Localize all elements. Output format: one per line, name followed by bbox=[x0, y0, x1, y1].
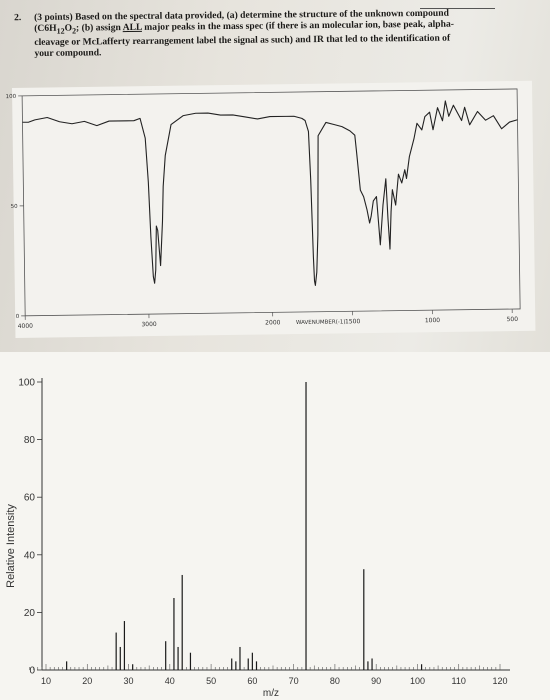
ms-y-tick-label: 20 bbox=[24, 608, 36, 619]
mass-spectrum-panel: 10 20 30 40 50 60 70 80 90 100 110 120 0 20 40 60 80 100 R… bbox=[0, 352, 550, 700]
ms-x-tick-label: 100 bbox=[410, 676, 425, 686]
ms-x-axis-label: m/z bbox=[263, 688, 279, 699]
ir-x-tick-label: 2000 bbox=[265, 319, 281, 326]
emphasis-all: ALL bbox=[122, 21, 142, 34]
ir-x-tick-label: 4000 bbox=[18, 323, 34, 330]
ms-x-tick-label: 10 bbox=[41, 676, 51, 686]
ir-x-tick-label: 500 bbox=[507, 316, 519, 323]
ir-spectrum-chart: 4000 3000 2000 1500 1000 500100500WAVENUMBER(… bbox=[6, 88, 521, 330]
ms-x-tick-label: 60 bbox=[247, 676, 257, 686]
ms-y-tick-label: 80 bbox=[24, 435, 36, 446]
ms-y-axis-label: Relative Intensity bbox=[5, 504, 17, 588]
ms-y-tick-label: 60 bbox=[24, 493, 36, 504]
ms-y-tick-label: 100 bbox=[18, 378, 35, 389]
ir-x-axis-label: WAVENUMBER(-1) bbox=[296, 319, 346, 326]
top-rule bbox=[420, 8, 495, 9]
mass-spectrum-chart: 10 20 30 40 50 60 70 80 90 100 110 120 0 20 40 60 80 100 R… bbox=[5, 378, 510, 699]
ir-plot-frame bbox=[21, 88, 521, 317]
ms-x-tick-label: 70 bbox=[289, 676, 299, 686]
ms-x-tick-label: 20 bbox=[82, 676, 92, 686]
ms-x-tick-label: 120 bbox=[492, 676, 507, 686]
ms-x-tick-label: 30 bbox=[124, 676, 134, 686]
ms-x-tick-label: 50 bbox=[206, 676, 216, 686]
ir-spectrum-trace bbox=[22, 100, 518, 286]
formula-c6h: (C6H bbox=[34, 22, 57, 34]
formula-o: O bbox=[64, 22, 73, 34]
ir-y-tick-label: 100 bbox=[6, 94, 17, 100]
ms-x-tick-label: 90 bbox=[371, 676, 381, 686]
ir-spectrum-panel: 4000 3000 2000 1500 1000 500 100 50 0 WAVENUMBER(… bbox=[6, 80, 536, 338]
question-line-4-text: your compound. bbox=[34, 47, 102, 59]
question-line-2-rest: major peaks in the mass spec (if there i… bbox=[141, 18, 455, 33]
question-line-2-text: ; (b) assign bbox=[75, 22, 123, 34]
ir-y-tick-label: 0 bbox=[16, 314, 20, 320]
ir-x-tick-label: 3000 bbox=[141, 321, 157, 328]
ms-x-tick-label: 40 bbox=[165, 676, 175, 686]
ir-x-tick-label: 1000 bbox=[425, 317, 441, 324]
ms-x-tick-label: 110 bbox=[452, 676, 466, 686]
ms-y-tick-label: 0 bbox=[29, 666, 35, 677]
ir-y-tick-label: 50 bbox=[11, 204, 19, 210]
ms-x-tick-label: 80 bbox=[330, 676, 340, 686]
question-text: 2. (3 points) Based on the spectral data… bbox=[14, 7, 504, 59]
ms-y-tick-label: 40 bbox=[24, 550, 36, 561]
ir-x-tick-label: 1500 bbox=[345, 318, 361, 325]
question-number: 2. bbox=[14, 12, 22, 24]
